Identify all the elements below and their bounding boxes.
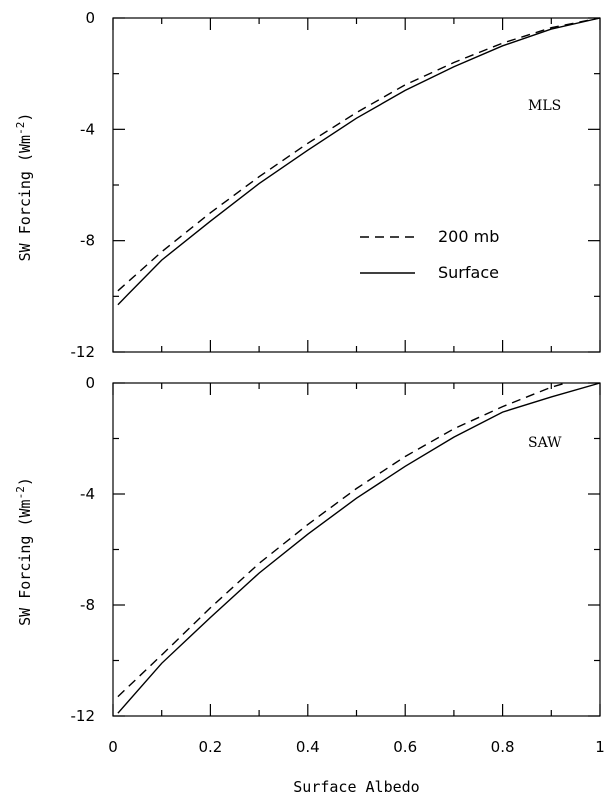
series-line-surface	[117, 382, 601, 714]
y-tick-label: -12	[71, 707, 96, 725]
panel-label: MLS	[528, 98, 561, 114]
x-tick-label: 0.8	[491, 738, 515, 756]
x-tick-label: 0.4	[296, 738, 320, 756]
legend-label: 200 mb	[438, 227, 499, 246]
x-tick-label: 0	[108, 738, 118, 756]
x-tick-label: 0.2	[198, 738, 222, 756]
x-tick-label: 1	[595, 738, 604, 756]
plot-frame	[112, 382, 601, 717]
x-tick-label: 0.6	[393, 738, 417, 756]
plot-frame	[112, 17, 601, 353]
y-tick-label: -4	[80, 120, 95, 138]
series-line-200-mb	[117, 17, 601, 292]
x-axis-title: Surface Albedo	[293, 778, 419, 796]
legend-label: Surface	[438, 263, 499, 282]
chart-panel-saw: 0 -4 -8 -12 0 0.2 0.4 0.6 0.8 1 SW Forcing (Wm-2) S…	[14, 374, 604, 796]
y-tick-label: -8	[80, 232, 95, 250]
y-tick-label: 0	[85, 9, 95, 27]
panel-label: SAW	[528, 435, 562, 451]
y-tick-label: -12	[71, 343, 96, 361]
y-tick-label: -4	[80, 485, 95, 503]
legend: 200 mb Surface	[360, 227, 499, 282]
y-axis-title: SW Forcing (Wm-2)	[14, 113, 34, 262]
chart-panel-mls: 0 -4 -8 -12 SW Forcing (Wm-2) MLS 200 mb Surfac…	[14, 9, 601, 361]
y-tick-label: 0	[85, 374, 95, 392]
series-line-200-mb	[117, 382, 567, 698]
series-line-surface	[117, 17, 601, 306]
y-axis-title: SW Forcing (Wm-2)	[14, 477, 34, 626]
y-tick-label: -8	[80, 596, 95, 614]
